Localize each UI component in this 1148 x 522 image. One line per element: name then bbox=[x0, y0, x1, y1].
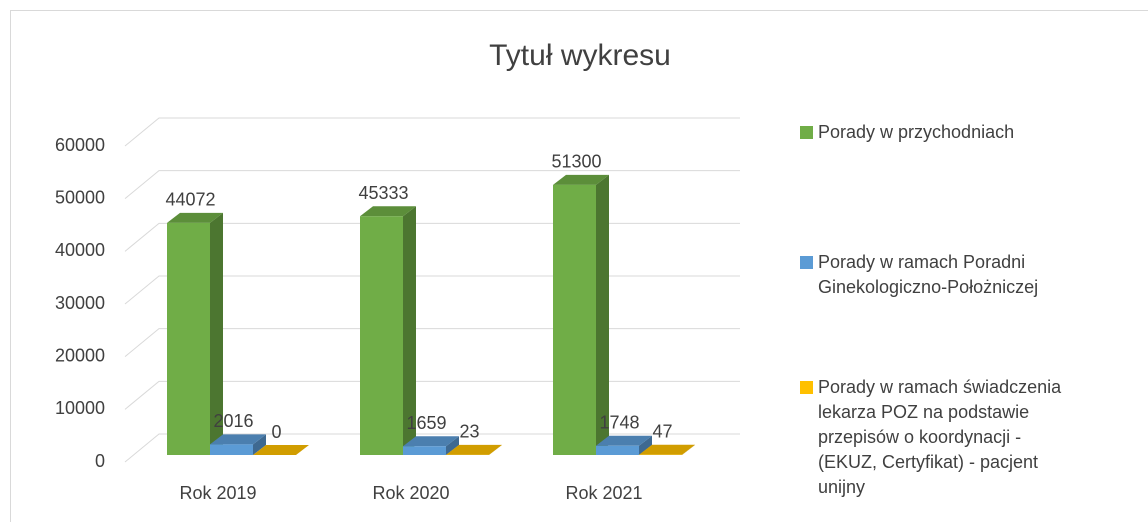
bar bbox=[639, 444, 695, 455]
grid-line bbox=[124, 170, 740, 200]
bar-front bbox=[596, 445, 639, 455]
grid-line bbox=[124, 328, 740, 358]
bar-top bbox=[167, 212, 223, 223]
bar bbox=[553, 174, 609, 455]
x-tick-label: Rok 2020 bbox=[372, 483, 449, 503]
bar-side bbox=[596, 174, 609, 455]
bar-front bbox=[210, 444, 253, 455]
x-tick-label: Rok 2019 bbox=[179, 483, 256, 503]
bar-front bbox=[403, 446, 446, 455]
chart-border bbox=[10, 10, 1148, 522]
legend-item: Porady w przychodniach bbox=[800, 120, 1080, 145]
bar-front bbox=[360, 216, 403, 455]
bar-side bbox=[682, 444, 695, 455]
y-tick-label: 30000 bbox=[55, 293, 105, 313]
data-label: 51300 bbox=[551, 152, 601, 172]
y-tick-label: 40000 bbox=[55, 240, 105, 260]
bar-side bbox=[446, 436, 459, 455]
data-label: 1659 bbox=[406, 413, 446, 433]
bar-top bbox=[553, 174, 609, 185]
bar bbox=[167, 212, 223, 455]
data-label: 0 bbox=[271, 422, 281, 442]
bar-top bbox=[639, 444, 695, 455]
legend-label: Porady w ramach Poradni Ginekologiczno-P… bbox=[818, 252, 1039, 297]
grid-line bbox=[124, 275, 740, 305]
legend-label: Porady w przychodniach bbox=[818, 122, 1015, 142]
grid-line bbox=[124, 222, 740, 252]
legend-swatch bbox=[800, 126, 813, 139]
y-tick-label: 0 bbox=[95, 451, 105, 471]
grid-line bbox=[124, 433, 740, 463]
data-label: 2016 bbox=[213, 411, 253, 431]
legend-swatch bbox=[800, 256, 813, 269]
bar bbox=[446, 444, 502, 455]
y-tick-label: 60000 bbox=[55, 135, 105, 155]
bar-top bbox=[253, 445, 309, 455]
data-label: 1748 bbox=[599, 413, 639, 433]
y-tick-label: 10000 bbox=[55, 398, 105, 418]
bar-top bbox=[360, 206, 416, 217]
data-label: 23 bbox=[459, 422, 479, 442]
bar-top bbox=[446, 444, 502, 455]
legend-label: Porady w ramach świadczenia lekarza POZ … bbox=[818, 377, 1062, 497]
bar-front bbox=[553, 184, 596, 455]
legend-item: Porady w ramach Poradni Ginekologiczno-P… bbox=[800, 250, 1080, 300]
bar-side bbox=[489, 444, 502, 455]
grid-line bbox=[124, 380, 740, 410]
bar-top bbox=[596, 435, 652, 446]
bar bbox=[253, 445, 309, 455]
bar-side bbox=[639, 435, 652, 455]
data-label: 45333 bbox=[358, 183, 408, 203]
bar bbox=[596, 435, 652, 455]
bar bbox=[210, 434, 266, 455]
x-tick-label: Rok 2021 bbox=[565, 483, 642, 503]
y-tick-label: 20000 bbox=[55, 345, 105, 365]
bar-side bbox=[403, 206, 416, 455]
bar bbox=[360, 206, 416, 455]
bar-side bbox=[210, 212, 223, 455]
chart-title: Tytuł wykresu bbox=[489, 39, 671, 72]
legend-swatch bbox=[800, 381, 813, 394]
y-tick-label: 50000 bbox=[55, 187, 105, 207]
legend-item: Porady w ramach świadczenia lekarza POZ … bbox=[800, 375, 1080, 500]
bar-side bbox=[253, 434, 266, 455]
bar bbox=[403, 436, 459, 455]
bar-top bbox=[403, 436, 459, 447]
bar-top bbox=[210, 434, 266, 445]
data-label: 47 bbox=[652, 422, 672, 442]
grid-line bbox=[124, 117, 740, 147]
data-label: 44072 bbox=[165, 190, 215, 210]
bar-front bbox=[167, 222, 210, 455]
